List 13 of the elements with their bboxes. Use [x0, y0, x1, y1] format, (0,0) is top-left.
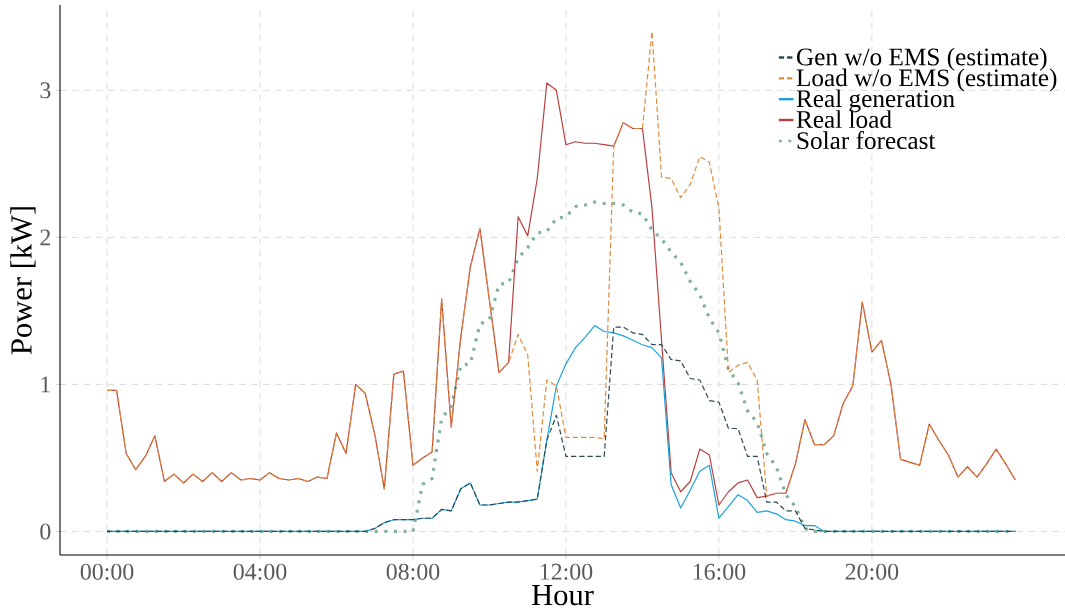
- x-axis-title: Hour: [531, 585, 594, 606]
- x-tick-label: 08:00: [386, 563, 440, 580]
- y-tick-label: 0: [40, 523, 51, 540]
- x-tick-label: 16:00: [693, 563, 746, 580]
- x-tick-label: 04:00: [233, 563, 287, 580]
- x-tick-label: 00:00: [80, 563, 134, 580]
- legend-label: Solar forecast: [797, 131, 936, 150]
- y-axis-title: Power [kW]: [10, 207, 36, 355]
- y-tick-label: 3: [40, 82, 51, 99]
- x-tick-label: 12:00: [540, 563, 593, 580]
- x-tick-label: 20:00: [845, 563, 899, 580]
- y-tick-label: 1: [41, 376, 50, 393]
- y-tick-label: 2: [40, 229, 51, 246]
